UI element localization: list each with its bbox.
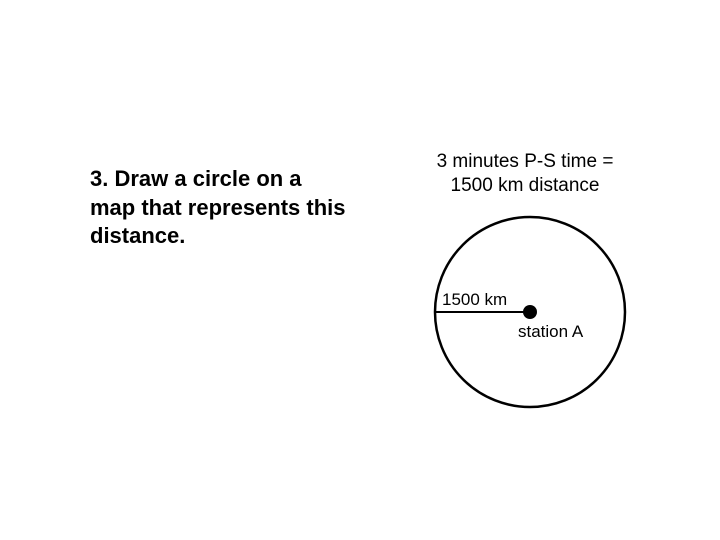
station-dot (523, 305, 537, 319)
instruction-text: 3. Draw a circle on a map that represent… (90, 165, 350, 251)
diagram-title-line1: 3 minutes P-S time = (437, 151, 614, 172)
slide: 3. Draw a circle on a map that represent… (0, 0, 720, 540)
diagram-title: 3 minutes P-S time = 1500 km distance (380, 150, 670, 198)
station-label: station A (518, 322, 583, 342)
radius-label: 1500 km (442, 290, 507, 310)
circle-svg (380, 202, 670, 422)
circle-diagram: 3 minutes P-S time = 1500 km distance 15… (380, 150, 670, 430)
diagram-title-line2: 1500 km distance (451, 175, 600, 196)
circle-figure: 1500 km station A (380, 202, 670, 422)
